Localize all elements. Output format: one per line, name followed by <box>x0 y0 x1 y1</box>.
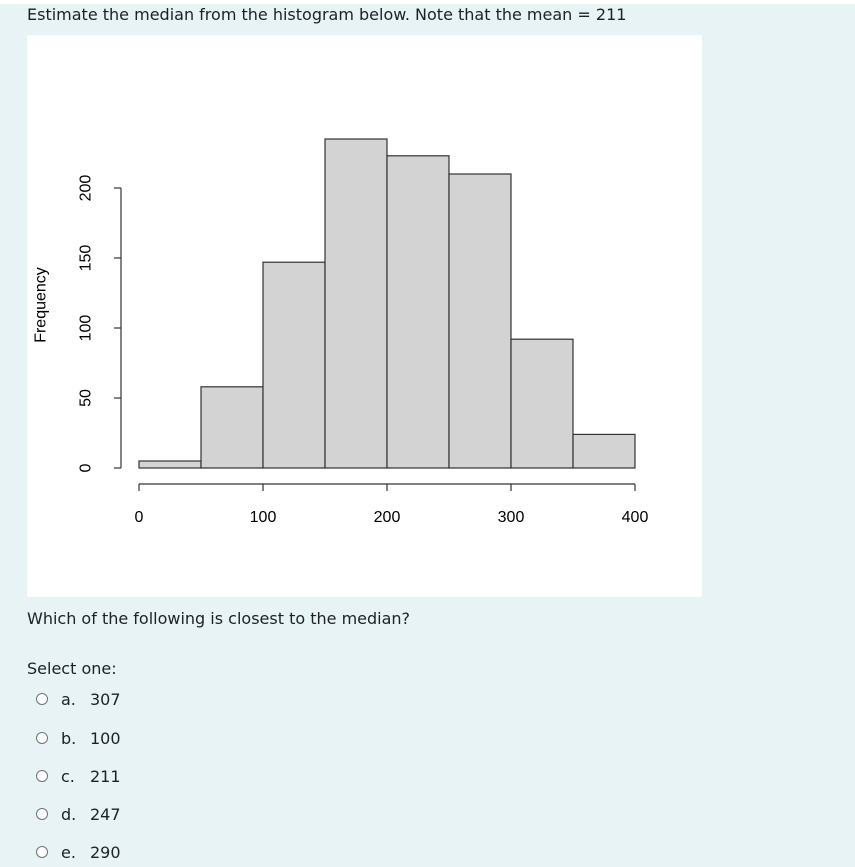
y-tick-label: 50 <box>78 389 95 407</box>
histogram-bar <box>262 261 326 469</box>
option-a-value: 307 <box>90 689 121 709</box>
option-b-radio[interactable] <box>36 732 48 744</box>
option-d-radio[interactable] <box>36 808 48 820</box>
histogram-bar <box>324 138 388 469</box>
y-tick-label: 100 <box>78 315 95 342</box>
question-text: Estimate the median from the histogram b… <box>27 5 627 24</box>
option-b[interactable]: b. 100 <box>36 727 121 749</box>
top-strip <box>0 0 855 4</box>
option-d-value: 247 <box>90 804 121 824</box>
x-tick-label: 100 <box>250 509 277 526</box>
option-c-value: 211 <box>90 766 121 786</box>
histogram-bar <box>572 433 636 469</box>
histogram-bar <box>386 155 450 469</box>
option-b-value: 100 <box>90 728 121 748</box>
select-one-label: Select one: <box>27 659 117 678</box>
x-tick-label: 400 <box>622 509 649 526</box>
histogram-figure: 0 100 200 300 400 0 50 100 150 200 Frequency <box>27 35 702 597</box>
x-tick-label: 300 <box>498 509 525 526</box>
x-tick-label: 200 <box>374 509 401 526</box>
option-a[interactable]: a. 307 <box>36 688 121 710</box>
option-e-value: 290 <box>90 842 121 862</box>
histogram-bar <box>510 338 574 469</box>
x-tick-label: 0 <box>135 509 144 526</box>
option-e-radio[interactable] <box>36 846 48 858</box>
option-d[interactable]: d. 247 <box>36 803 121 825</box>
histogram-chart: 0 100 200 300 400 0 50 100 150 200 Frequency <box>33 138 649 526</box>
option-a-letter: a. <box>61 689 76 709</box>
y-tick-label: 0 <box>78 463 95 472</box>
histogram-bar <box>448 173 512 469</box>
option-c-letter: c. <box>61 766 75 786</box>
option-c-radio[interactable] <box>36 770 48 782</box>
question-prompt: Which of the following is closest to the… <box>27 609 411 628</box>
option-a-radio[interactable] <box>36 693 48 705</box>
option-b-letter: b. <box>61 728 77 748</box>
histogram-bar <box>200 386 264 469</box>
option-c[interactable]: c. 211 <box>36 765 121 787</box>
histogram-bar <box>138 460 202 469</box>
y-tick-label: 200 <box>78 175 95 202</box>
y-tick-label: 150 <box>78 245 95 272</box>
option-e-letter: e. <box>61 842 76 862</box>
option-d-letter: d. <box>61 804 77 824</box>
y-axis-label: Frequency <box>33 267 50 343</box>
option-e[interactable]: e. 290 <box>36 841 121 863</box>
